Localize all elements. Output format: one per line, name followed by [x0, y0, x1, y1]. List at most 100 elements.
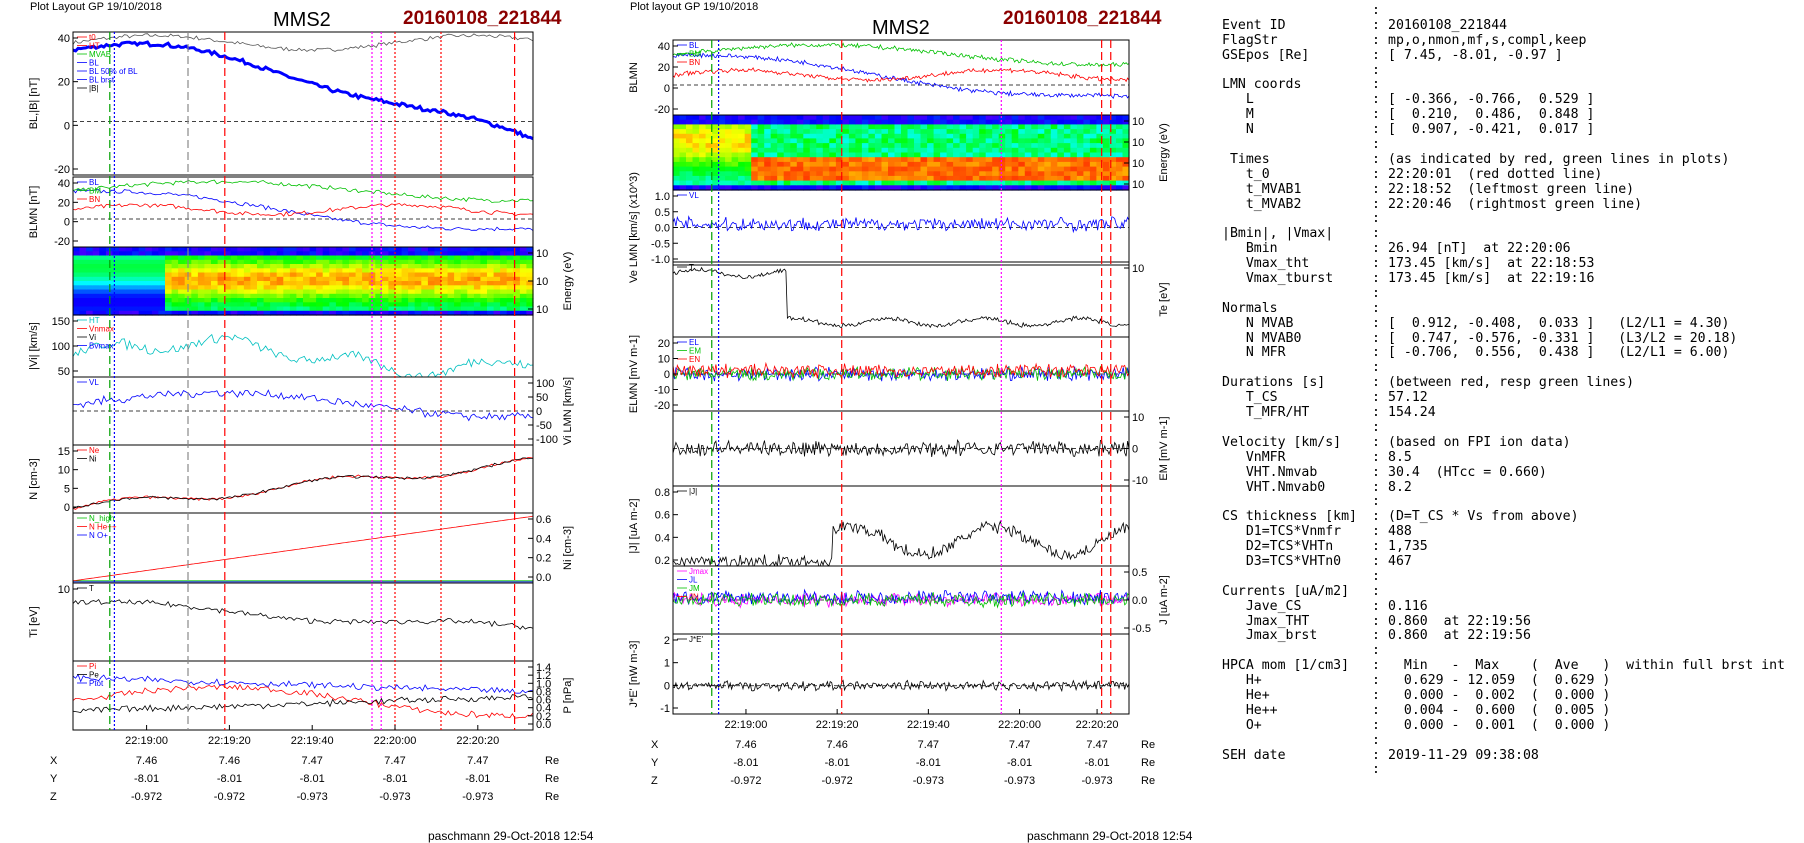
spectrogram-cell	[1063, 180, 1071, 186]
spectrogram-cell	[421, 306, 429, 312]
spectrogram-cell	[368, 264, 376, 269]
y-tick-label: 100	[536, 378, 554, 390]
legend-label: JN	[689, 593, 699, 602]
spectrogram-cell	[381, 251, 390, 257]
spectrogram-cell	[224, 310, 232, 316]
spectrogram-cell	[1057, 171, 1065, 177]
coord-value: -0.973	[297, 791, 328, 800]
spectrogram-cell	[270, 247, 278, 252]
spectrogram-cell	[388, 247, 396, 252]
spectrogram-cell	[322, 289, 330, 295]
spectrogram-cell	[381, 272, 390, 278]
spectrogram-cell	[454, 281, 462, 286]
spectrogram-cell	[230, 259, 238, 265]
spectrogram-cell	[894, 161, 902, 168]
spectrogram-cell	[1102, 157, 1110, 163]
spectrogram-cell	[901, 166, 909, 172]
spectrogram-cell	[237, 247, 245, 252]
spectrogram-cell	[329, 268, 337, 274]
spectrogram-cell	[487, 293, 495, 299]
spectrogram-cell	[920, 166, 928, 172]
spectrogram-cell	[803, 147, 811, 154]
spectrogram-cell	[473, 285, 482, 291]
legend-label: N O+	[89, 531, 108, 540]
spectrogram-cell	[1083, 166, 1091, 172]
spectrogram-cell	[355, 276, 363, 282]
spectrogram-cell	[480, 272, 488, 278]
spectrogram-cell	[738, 129, 746, 135]
spectrogram-cell	[1116, 115, 1124, 121]
y-tick-label: 10	[536, 304, 548, 316]
spectrogram-cell	[132, 247, 140, 252]
spectrogram-cell	[408, 298, 416, 303]
spectrogram-cell	[692, 175, 700, 182]
spectrogram-cell	[959, 166, 967, 172]
spectrogram-cell	[1083, 157, 1091, 163]
spectrogram-cell	[764, 119, 772, 125]
spectrogram-cell	[979, 138, 987, 144]
legend-label: BN	[689, 58, 700, 67]
spectrogram-cell	[480, 281, 488, 286]
spectrogram-cell	[881, 119, 889, 125]
spectrogram-cell	[1050, 143, 1058, 149]
spectrogram-cell	[1076, 133, 1084, 140]
spectrogram-cell	[1024, 119, 1032, 125]
spectrogram-cell	[1109, 166, 1117, 172]
y-tick-label: 5	[64, 483, 70, 495]
spectrogram-cell	[1122, 152, 1130, 158]
info-lbl: D1=TCS*Vnmfr	[1222, 525, 1342, 540]
spectrogram-cell	[1122, 161, 1130, 168]
spectrogram-cell	[73, 272, 81, 278]
info-lbl: N MVAB	[1222, 316, 1294, 331]
spectrogram-cell	[441, 251, 449, 257]
spectrogram-cell	[1011, 161, 1019, 168]
spectrogram-cell	[972, 147, 980, 154]
info-lbl: He+	[1222, 688, 1270, 703]
spectrogram-cell	[381, 268, 390, 274]
info-val: 0.000 - 0.001 ( 0.000 )	[1388, 718, 1611, 733]
spectrogram-cell	[1018, 138, 1026, 144]
info-val: 22:20:01 (red dotted line)	[1388, 167, 1603, 182]
spectrogram-cell	[138, 268, 146, 274]
spectrogram-cell	[1116, 171, 1124, 177]
spectrogram-cell	[718, 171, 726, 177]
spectrogram-cell	[751, 166, 759, 172]
spectrogram-cell	[972, 152, 980, 158]
spectrogram-cell	[744, 119, 752, 125]
spectrogram-cell	[751, 175, 759, 182]
spectrogram-cell	[368, 268, 376, 274]
spectrogram-cell	[901, 157, 909, 163]
coord-value: -8.01	[217, 773, 242, 785]
info-row: Jave_CS:0.116	[1222, 599, 1802, 615]
spectrogram-cell	[73, 302, 81, 308]
spectrogram-cell	[513, 268, 521, 274]
x-tick-label: 22:20:00	[374, 735, 417, 747]
spectrogram-cell	[270, 289, 278, 295]
spectrogram-cell	[1044, 133, 1052, 140]
spectrogram-cell	[718, 119, 726, 125]
info-sep: :	[1372, 390, 1380, 406]
info-sep: :	[1372, 643, 1380, 659]
coord-unit: Re	[545, 755, 559, 767]
spectrogram-cell	[1063, 138, 1071, 144]
spectrogram-cell	[460, 251, 468, 257]
spectrogram-cell	[283, 285, 291, 291]
spectrogram-cell	[1109, 147, 1117, 154]
spectrogram-cell	[868, 138, 876, 144]
spectrogram-cell	[699, 175, 707, 182]
spectrogram-cell	[427, 264, 436, 269]
spectrogram-cell	[1096, 138, 1104, 144]
panel-frame	[72, 582, 534, 662]
spectrogram-cell	[777, 175, 785, 182]
spectrogram-cell	[349, 302, 357, 308]
info-sep: :	[1372, 673, 1380, 689]
spectrogram-cell	[335, 264, 344, 269]
spectrogram-cell	[927, 138, 935, 144]
spectrogram-cell	[718, 143, 726, 149]
spectrogram-cell	[460, 255, 468, 261]
spectrogram-cell	[427, 276, 436, 282]
spectrogram-cell	[946, 157, 954, 163]
spectrogram-cell	[165, 259, 173, 265]
y-tick-label: 0.4	[536, 703, 551, 715]
